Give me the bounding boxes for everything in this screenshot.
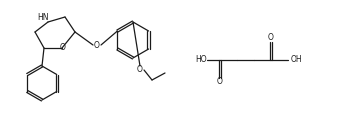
Text: O: O — [94, 40, 100, 50]
Text: HN: HN — [37, 14, 49, 23]
Text: O: O — [60, 43, 66, 53]
Text: O: O — [217, 77, 223, 87]
Text: O: O — [268, 33, 274, 43]
Text: HO: HO — [195, 55, 207, 65]
Text: OH: OH — [291, 55, 303, 65]
Text: O: O — [137, 65, 143, 75]
